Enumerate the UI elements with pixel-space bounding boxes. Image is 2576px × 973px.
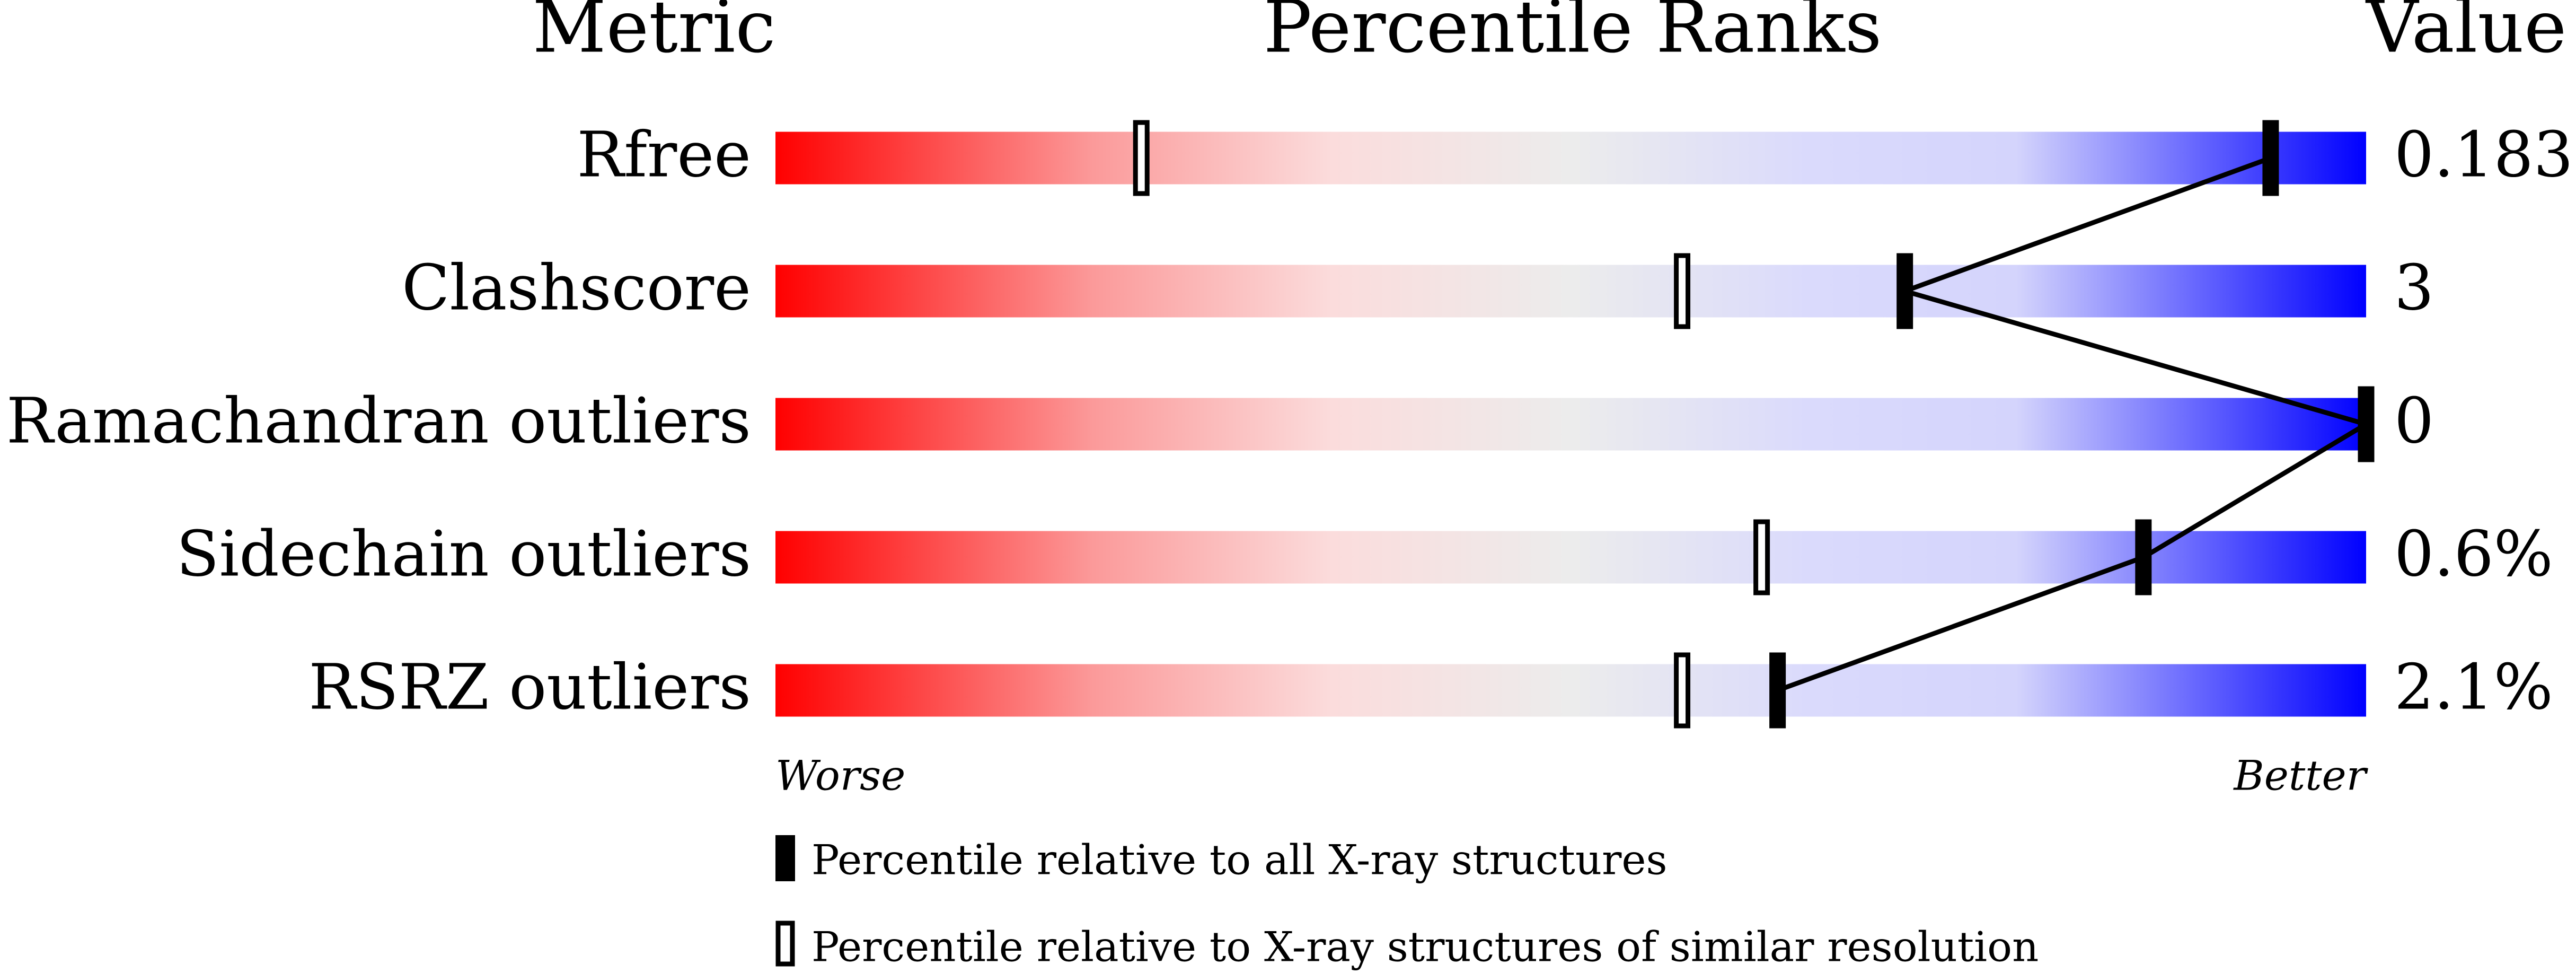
all-marker (2135, 519, 2152, 595)
similar-marker (1674, 652, 1691, 729)
legend-all-text: Percentile relative to all X-ray structu… (811, 837, 1668, 884)
better-label: Better (2233, 752, 2368, 800)
similar-marker (1753, 519, 1770, 595)
metric-value: 0.183 (2394, 118, 2573, 191)
similar-marker (1674, 253, 1691, 329)
metric-label: Rfree (577, 118, 751, 191)
metric-label: Ramachandran outliers (6, 384, 751, 458)
legend-all-marker (775, 835, 795, 881)
gradient-bar (775, 531, 2366, 584)
value-header: Value (2365, 0, 2566, 69)
legend-similar-text: Percentile relative to X-ray structures … (811, 924, 2039, 971)
all-marker (2262, 120, 2279, 196)
worse-label: Worse (775, 752, 905, 800)
metric-value: 3 (2394, 251, 2434, 325)
gradient-bar (775, 664, 2366, 717)
metric-value: 2.1% (2394, 651, 2553, 724)
all-marker (2358, 386, 2375, 462)
ranks-header: Percentile Ranks (1264, 0, 1882, 69)
metric-header: Metric (532, 0, 775, 69)
similar-marker (1133, 120, 1150, 196)
metric-label: Sidechain outliers (177, 518, 751, 591)
all-marker (1896, 253, 1913, 329)
metric-label: RSRZ outliers (308, 651, 751, 724)
gradient-bar (775, 398, 2366, 451)
legend-similar-marker (775, 921, 795, 967)
all-marker (1769, 652, 1786, 729)
metric-value: 0 (2394, 384, 2434, 458)
gradient-bar (775, 265, 2366, 318)
metric-value: 0.6% (2394, 518, 2553, 591)
metric-label: Clashscore (402, 251, 751, 325)
gradient-bar (775, 132, 2366, 185)
